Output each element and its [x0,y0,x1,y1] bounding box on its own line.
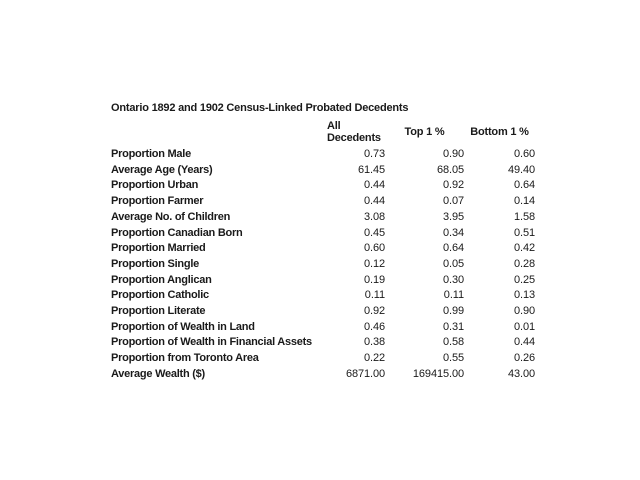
decedents-table: All Decedents Top 1 % Bottom 1 % Proport… [111,117,535,383]
cell-all: 61.45 [357,163,385,176]
table-row: Proportion from Toronto Area 0.22 0.55 0… [111,351,535,367]
cell-all: 0.22 [363,352,385,365]
row-label: Average No. of Children [111,210,231,223]
cell-all: 0.19 [363,273,385,286]
cell-bottom1: 0.01 [513,320,535,333]
row-label: Proportion of Wealth in Land [111,320,255,333]
column-header-all-decedents: All Decedents [327,119,381,144]
table-title: Ontario 1892 and 1902 Census-Linked Prob… [111,102,409,114]
row-label: Proportion Anglican [111,273,212,286]
cell-bottom1: 0.64 [513,179,535,192]
cell-all: 0.44 [363,195,385,208]
row-label: Proportion Married [111,242,206,255]
table-row: Proportion Literate 0.92 0.99 0.90 [111,304,535,320]
row-label: Proportion of Wealth in Financial Assets [111,336,312,349]
cell-all: 6871.00 [345,367,385,380]
cell-all: 0.60 [363,242,385,255]
cell-all: 0.92 [363,305,385,318]
cell-bottom1: 0.60 [513,148,535,160]
table-row: Proportion Canadian Born 0.45 0.34 0.51 [111,226,535,242]
cell-top1: 0.30 [442,273,464,286]
cell-all: 0.44 [363,179,385,192]
header-row-label [111,117,327,147]
column-header-top-1-percent: Top 1 % [404,125,445,138]
row-label: Proportion Catholic [111,289,209,302]
row-label: Proportion Urban [111,179,199,192]
row-label: Proportion Canadian Born [111,226,243,239]
row-label: Proportion Male [111,148,191,160]
table-row: Proportion of Wealth in Land 0.46 0.31 0… [111,320,535,336]
cell-top1: 169415.00 [412,367,464,380]
table-row: Proportion Farmer 0.44 0.07 0.14 [111,194,535,210]
cell-bottom1: 0.90 [513,305,535,318]
cell-top1: 0.99 [442,305,464,318]
cell-bottom1: 0.13 [513,289,535,302]
cell-all: 0.11 [364,289,385,302]
cell-bottom1: 43.00 [507,367,535,380]
cell-bottom1: 0.51 [513,226,535,239]
cell-bottom1: 0.26 [513,352,535,365]
header-row: All Decedents Top 1 % Bottom 1 % [111,117,535,147]
cell-top1: 0.64 [442,242,464,255]
table-block: Ontario 1892 and 1902 Census-Linked Prob… [111,102,535,383]
cell-top1: 3.95 [442,210,464,223]
cell-all: 3.08 [363,210,385,223]
row-label: Proportion Farmer [111,195,204,208]
row-label: Average Wealth ($) [111,367,205,380]
cell-all: 0.45 [363,226,385,239]
cell-bottom1: 0.25 [513,273,535,286]
cell-top1: 0.05 [442,257,464,270]
table-row: Average Wealth ($) 6871.00 169415.00 43.… [111,367,535,383]
cell-bottom1: 0.42 [513,242,535,255]
row-label: Proportion Single [111,257,200,270]
table-row: Proportion of Wealth in Financial Assets… [111,335,535,351]
table-header: All Decedents Top 1 % Bottom 1 % [111,117,535,147]
row-label: Proportion from Toronto Area [111,352,259,365]
cell-bottom1: 0.44 [513,336,535,349]
cell-top1: 0.58 [442,336,464,349]
cell-top1: 0.92 [442,179,464,192]
column-header-bottom-1-percent: Bottom 1 % [470,125,529,138]
table-row: Average Age (Years) 61.45 68.05 49.40 [111,163,535,179]
table-row: Proportion Single 0.12 0.05 0.28 [111,257,535,273]
table-row: Proportion Anglican 0.19 0.30 0.25 [111,273,535,289]
cell-bottom1: 0.28 [513,257,535,270]
table-row: Proportion Urban 0.44 0.92 0.64 [111,178,535,194]
cell-bottom1: 1.58 [513,210,535,223]
row-label: Average Age (Years) [111,163,213,176]
cell-bottom1: 0.14 [513,195,535,208]
cell-all: 0.73 [363,148,385,160]
cell-top1: 0.34 [442,226,464,239]
table-row: Proportion Married 0.60 0.64 0.42 [111,241,535,257]
table-row: Proportion Male 0.73 0.90 0.60 [111,147,535,163]
cell-top1: 68.05 [436,163,464,176]
cell-top1: 0.07 [442,195,464,208]
cell-top1: 0.31 [442,320,464,333]
table-body: Proportion Male 0.73 0.90 0.60 Average A… [111,147,535,383]
cell-top1: 0.55 [442,352,464,365]
row-label: Proportion Literate [111,305,206,318]
cell-top1: 0.90 [442,148,464,160]
cell-all: 0.12 [363,257,385,270]
cell-top1: 0.11 [443,289,464,302]
cell-all: 0.38 [363,336,385,349]
table-row: Proportion Catholic 0.11 0.11 0.13 [111,288,535,304]
cell-bottom1: 49.40 [507,163,535,176]
cell-all: 0.46 [363,320,385,333]
table-row: Average No. of Children 3.08 3.95 1.58 [111,210,535,226]
